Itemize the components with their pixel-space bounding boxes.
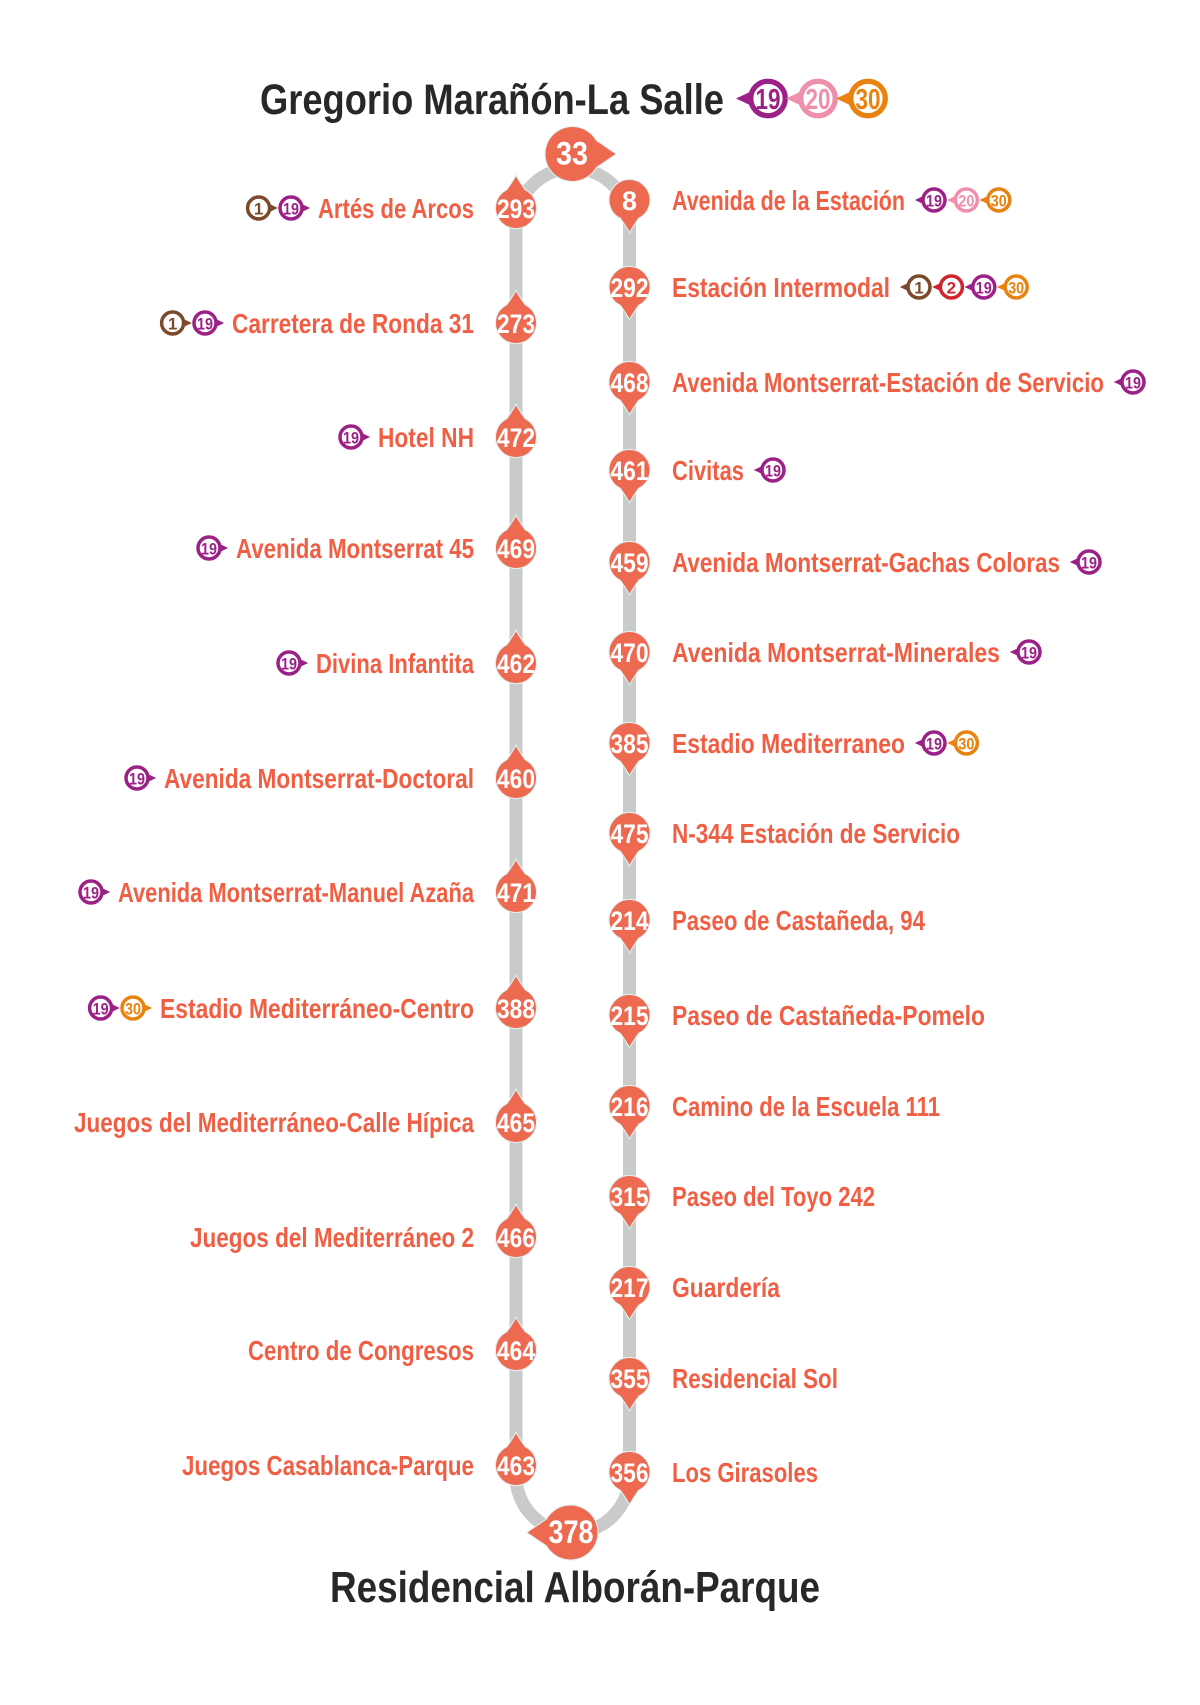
- svg-text:463: 463: [497, 1451, 535, 1481]
- svg-text:Estadio Mediterraneo: Estadio Mediterraneo: [672, 728, 905, 759]
- svg-text:273: 273: [497, 309, 535, 339]
- svg-text:460: 460: [497, 764, 535, 794]
- svg-text:Camino de la Escuela 111: Camino de la Escuela 111: [672, 1091, 940, 1122]
- svg-text:465: 465: [497, 1108, 535, 1138]
- svg-text:388: 388: [497, 994, 535, 1024]
- svg-text:468: 468: [611, 368, 649, 398]
- svg-text:Centro de Congresos: Centro de Congresos: [248, 1335, 474, 1366]
- svg-text:30: 30: [125, 999, 141, 1018]
- svg-text:19: 19: [129, 769, 145, 788]
- svg-text:464: 464: [497, 1336, 535, 1366]
- svg-text:459: 459: [611, 548, 649, 578]
- svg-text:30: 30: [958, 734, 974, 753]
- svg-text:Residencial Alborán-Parque: Residencial Alborán-Parque: [330, 1563, 820, 1612]
- svg-text:462: 462: [497, 649, 535, 679]
- svg-text:N-344 Estación de Servicio: N-344 Estación de Servicio: [672, 818, 960, 849]
- svg-text:315: 315: [611, 1182, 649, 1212]
- svg-text:216: 216: [611, 1092, 649, 1122]
- svg-text:30: 30: [1008, 278, 1024, 297]
- svg-text:215: 215: [611, 1001, 649, 1031]
- svg-text:Divina Infantita: Divina Infantita: [316, 648, 474, 679]
- svg-text:Carretera de Ronda 31: Carretera de Ronda 31: [232, 308, 474, 339]
- svg-text:Gregorio Marañón-La Salle: Gregorio Marañón-La Salle: [260, 76, 724, 124]
- svg-text:19: 19: [197, 314, 213, 333]
- svg-text:472: 472: [497, 423, 535, 453]
- svg-text:Avenida Montserrat-Gachas Colo: Avenida Montserrat-Gachas Coloras: [672, 547, 1060, 578]
- svg-text:19: 19: [756, 84, 781, 116]
- svg-text:19: 19: [283, 199, 299, 218]
- svg-text:Avenida Montserrat-Manuel Azañ: Avenida Montserrat-Manuel Azaña: [118, 877, 474, 908]
- svg-text:471: 471: [497, 878, 535, 908]
- svg-text:20: 20: [806, 84, 831, 116]
- svg-text:Paseo del Toyo 242: Paseo del Toyo 242: [672, 1181, 875, 1212]
- svg-text:19: 19: [93, 999, 109, 1018]
- svg-text:356: 356: [611, 1458, 649, 1488]
- svg-text:461: 461: [611, 456, 649, 486]
- svg-text:Estadio Mediterráneo-Centro: Estadio Mediterráneo-Centro: [160, 993, 474, 1024]
- svg-text:Avenida de la Estación: Avenida de la Estación: [672, 185, 905, 216]
- svg-text:293: 293: [497, 194, 535, 224]
- svg-text:30: 30: [856, 84, 881, 116]
- svg-text:Avenida Montserrat-Estación de: Avenida Montserrat-Estación de Servicio: [672, 367, 1104, 398]
- svg-text:19: 19: [926, 191, 942, 210]
- svg-text:385: 385: [611, 729, 649, 759]
- svg-text:1: 1: [914, 278, 923, 297]
- svg-text:Los Girasoles: Los Girasoles: [672, 1457, 818, 1488]
- svg-text:Juegos del Mediterráneo 2: Juegos del Mediterráneo 2: [190, 1222, 474, 1253]
- svg-text:19: 19: [281, 654, 297, 673]
- svg-text:Residencial Sol: Residencial Sol: [672, 1363, 838, 1394]
- svg-text:30: 30: [991, 191, 1007, 210]
- svg-text:Avenida Montserrat-Doctoral: Avenida Montserrat-Doctoral: [164, 763, 474, 794]
- svg-text:19: 19: [83, 883, 99, 902]
- svg-text:33: 33: [556, 136, 588, 172]
- svg-text:Paseo de Castañeda, 94: Paseo de Castañeda, 94: [672, 905, 925, 936]
- svg-text:19: 19: [976, 278, 992, 297]
- svg-text:19: 19: [343, 428, 359, 447]
- svg-text:217: 217: [611, 1273, 649, 1303]
- svg-text:2: 2: [947, 278, 956, 297]
- svg-text:19: 19: [201, 539, 217, 558]
- svg-text:292: 292: [611, 273, 649, 303]
- svg-text:Artés de Arcos: Artés de Arcos: [318, 193, 474, 224]
- svg-text:1: 1: [168, 314, 177, 333]
- svg-text:Guardería: Guardería: [672, 1272, 780, 1303]
- svg-text:20: 20: [958, 191, 974, 210]
- svg-text:Civitas: Civitas: [672, 455, 744, 486]
- svg-text:8: 8: [622, 186, 637, 216]
- svg-text:470: 470: [611, 638, 649, 668]
- svg-text:475: 475: [611, 819, 649, 849]
- svg-text:466: 466: [497, 1223, 535, 1253]
- svg-text:19: 19: [926, 734, 942, 753]
- svg-text:Estación Intermodal: Estación Intermodal: [672, 272, 890, 303]
- svg-text:19: 19: [765, 461, 781, 480]
- svg-text:Juegos Casablanca-Parque: Juegos Casablanca-Parque: [182, 1450, 474, 1481]
- svg-text:19: 19: [1125, 373, 1141, 392]
- svg-text:Paseo de Castañeda-Pomelo: Paseo de Castañeda-Pomelo: [672, 1000, 985, 1031]
- svg-text:1: 1: [254, 199, 263, 218]
- svg-text:469: 469: [497, 534, 535, 564]
- svg-text:Avenida Montserrat 45: Avenida Montserrat 45: [236, 533, 474, 564]
- svg-text:378: 378: [549, 1514, 594, 1550]
- svg-text:19: 19: [1081, 553, 1097, 572]
- svg-text:Hotel NH: Hotel NH: [378, 422, 474, 453]
- svg-text:Juegos del Mediterráneo-Calle: Juegos del Mediterráneo-Calle Hípica: [74, 1107, 474, 1138]
- svg-text:Avenida Montserrat-Minerales: Avenida Montserrat-Minerales: [672, 637, 1000, 668]
- svg-text:355: 355: [611, 1364, 649, 1394]
- svg-text:214: 214: [611, 906, 649, 936]
- svg-text:19: 19: [1021, 643, 1037, 662]
